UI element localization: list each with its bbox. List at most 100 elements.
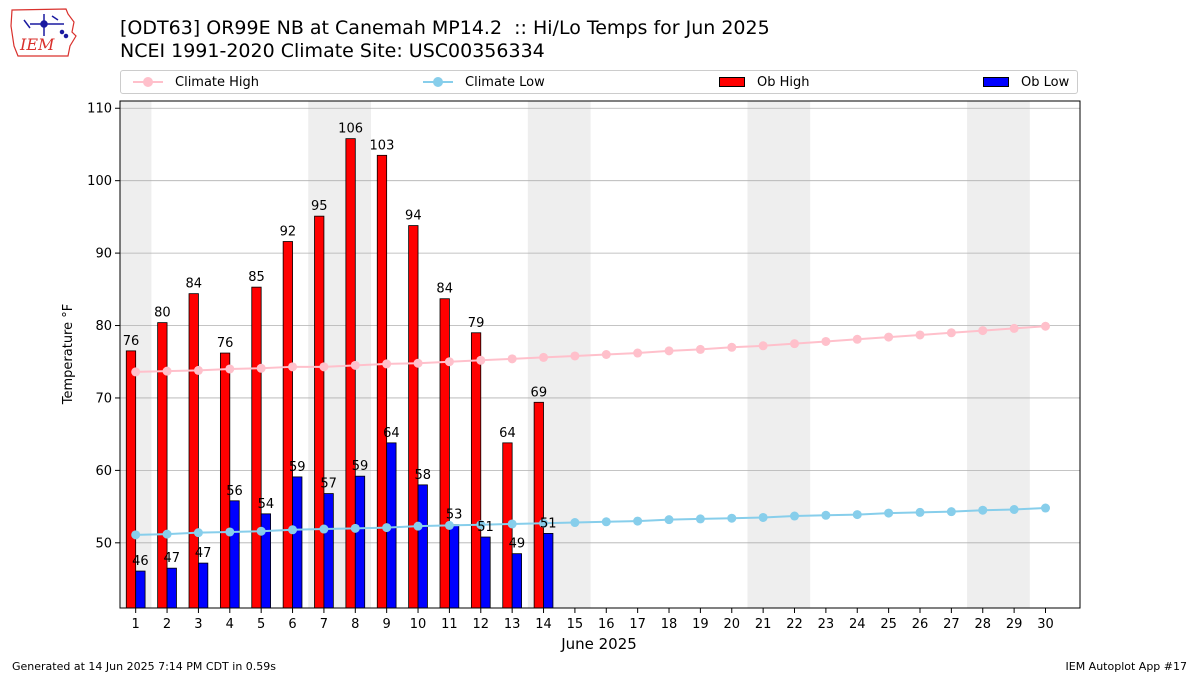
ob-low-value-label: 57 xyxy=(320,477,337,492)
x-tick-label: 5 xyxy=(257,617,265,632)
generated-timestamp: Generated at 14 Jun 2025 7:14 PM CDT in … xyxy=(12,660,277,673)
y-tick-label: 80 xyxy=(95,319,112,334)
ob-high-swatch-icon xyxy=(719,77,745,87)
x-tick-label: 21 xyxy=(755,617,772,632)
ob-high-bar xyxy=(314,215,325,609)
y-tick-label: 100 xyxy=(87,174,112,189)
ob-low-bar xyxy=(511,553,522,609)
chart-legend: Climate High Climate Low Ob High Ob Low xyxy=(120,70,1078,94)
legend-label-climate-low: Climate Low xyxy=(465,74,545,90)
ob-high-value-label: 79 xyxy=(468,316,485,331)
weekend-shade xyxy=(747,101,811,608)
x-tick-label: 22 xyxy=(786,617,803,632)
climate-low-point xyxy=(539,518,549,528)
climate-high-point xyxy=(946,328,956,338)
app-credit: IEM Autoplot App #17 xyxy=(1065,660,1188,673)
x-tick-label: 9 xyxy=(383,617,391,632)
ob-high-bar xyxy=(282,241,293,609)
climate-low-point xyxy=(476,520,486,530)
ob-high-bar xyxy=(408,225,419,609)
climate-high-point xyxy=(633,348,643,358)
ob-high-bar xyxy=(533,401,544,609)
climate-low-point xyxy=(758,512,768,522)
climate-low-point xyxy=(507,519,517,529)
x-tick-label: 8 xyxy=(351,617,359,632)
x-tick-label: 2 xyxy=(163,617,171,632)
x-tick-label: 20 xyxy=(723,617,740,632)
ob-low-value-label: 47 xyxy=(195,546,212,561)
ob-high-value-label: 95 xyxy=(311,199,328,214)
x-tick-label: 7 xyxy=(320,617,328,632)
climate-high-point xyxy=(288,362,298,372)
iem-logo: IEM xyxy=(10,8,77,57)
ob-high-bar xyxy=(470,332,482,609)
climate-low-point xyxy=(601,517,611,527)
climate-low-point xyxy=(570,518,580,528)
ob-low-value-label: 54 xyxy=(258,497,275,512)
ob-high-value-label: 84 xyxy=(185,277,202,292)
ob-low-bar xyxy=(480,536,491,609)
x-tick-label: 30 xyxy=(1037,617,1054,632)
climate-high-point xyxy=(570,351,580,361)
climate-high-point xyxy=(821,336,831,346)
ob-low-bar xyxy=(323,493,334,609)
ob-low-value-label: 51 xyxy=(540,516,557,531)
x-tick-label: 15 xyxy=(567,617,584,632)
ob-low-value-label: 64 xyxy=(383,426,400,441)
climate-low-line xyxy=(135,507,1046,536)
y-axis-label: Temperature °F xyxy=(61,304,76,405)
iem-logo-text: IEM xyxy=(19,35,55,54)
ob-low-bar xyxy=(354,475,366,609)
x-tick-label: 14 xyxy=(535,617,552,632)
x-tick-label: 1 xyxy=(132,617,140,632)
x-tick-label: 13 xyxy=(504,617,521,632)
ob-low-value-label: 49 xyxy=(509,537,526,552)
climate-low-point xyxy=(852,510,862,520)
ob-low-value-label: 51 xyxy=(477,520,494,535)
ob-high-bar xyxy=(376,154,388,609)
ob-low-value-label: 58 xyxy=(414,468,431,483)
climate-high-point xyxy=(884,332,894,342)
climate-low-point xyxy=(946,507,956,517)
weather-station-icon xyxy=(23,14,69,39)
climate-high-point xyxy=(978,326,988,336)
climate-high-line xyxy=(135,325,1046,373)
x-tick-label: 6 xyxy=(288,617,296,632)
x-tick-label: 18 xyxy=(661,617,678,632)
climate-low-point xyxy=(978,505,988,515)
x-tick-label: 10 xyxy=(410,617,427,632)
x-tick-label: 3 xyxy=(194,617,202,632)
climate-high-point xyxy=(915,330,925,340)
climate-low-point xyxy=(288,525,298,535)
climate-low-point xyxy=(633,516,643,526)
y-tick-label: 90 xyxy=(95,247,112,262)
ob-low-value-label: 59 xyxy=(289,460,306,475)
ob-low-bar xyxy=(198,562,209,609)
legend-item-climate-low: Climate Low xyxy=(423,71,545,93)
y-tick-label: 50 xyxy=(95,536,112,551)
legend-label-ob-low: Ob Low xyxy=(1021,74,1070,90)
climate-high-point xyxy=(507,354,517,364)
legend-label-ob-high: Ob High xyxy=(757,74,810,90)
climate-high-point xyxy=(539,352,549,362)
climate-high-point xyxy=(758,341,768,351)
climate-high-point xyxy=(350,360,360,370)
ob-low-bar xyxy=(417,484,428,609)
climate-high-point xyxy=(1040,321,1050,331)
climate-low-point xyxy=(1040,503,1050,513)
climate-low-point xyxy=(382,523,392,533)
climate-high-point xyxy=(193,365,203,375)
climate-low-point xyxy=(162,529,172,539)
climate-high-point xyxy=(664,346,674,356)
climate-high-point xyxy=(382,359,392,369)
climate-low-point xyxy=(884,508,894,518)
ob-high-value-label: 85 xyxy=(248,270,265,285)
ob-low-value-label: 56 xyxy=(226,484,243,499)
x-tick-label: 11 xyxy=(441,617,458,632)
ob-high-value-label: 69 xyxy=(531,385,548,400)
climate-low-point xyxy=(1009,504,1019,514)
climate-low-point xyxy=(727,513,737,523)
y-tick-label: 70 xyxy=(95,391,112,406)
ob-low-bar xyxy=(543,532,554,609)
climate-high-point xyxy=(413,358,423,368)
